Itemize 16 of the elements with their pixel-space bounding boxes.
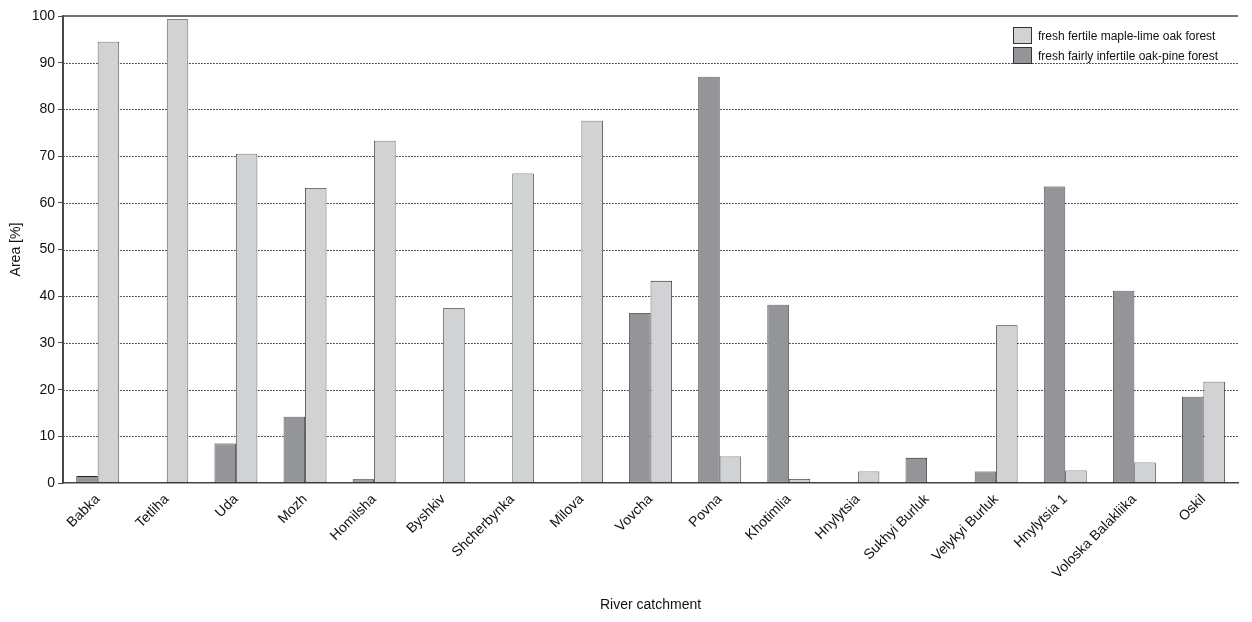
legend-label: fresh fertile maple-lime oak forest xyxy=(1038,28,1216,43)
y-tick-label: 30 xyxy=(39,333,56,350)
y-tick-label: 50 xyxy=(39,240,56,257)
x-axis-title: River catchment xyxy=(600,596,702,613)
y-tick-label: 0 xyxy=(47,473,56,490)
y-tick-label: 80 xyxy=(39,100,56,117)
y-tick-label: 70 xyxy=(39,146,56,163)
y-tick-label: 20 xyxy=(39,380,56,397)
legend-label: fresh fairly infertile oak-pine forest xyxy=(1038,48,1219,63)
y-tick-label: 60 xyxy=(39,193,56,210)
y-tick-label: 40 xyxy=(39,287,56,304)
y-tick-label: 90 xyxy=(39,53,56,70)
y-tick-label: 100 xyxy=(31,6,56,23)
y-axis-title: Area [%] xyxy=(7,222,24,277)
x-tick-label: Uda xyxy=(211,490,241,521)
y-tick-label: 10 xyxy=(39,427,56,444)
